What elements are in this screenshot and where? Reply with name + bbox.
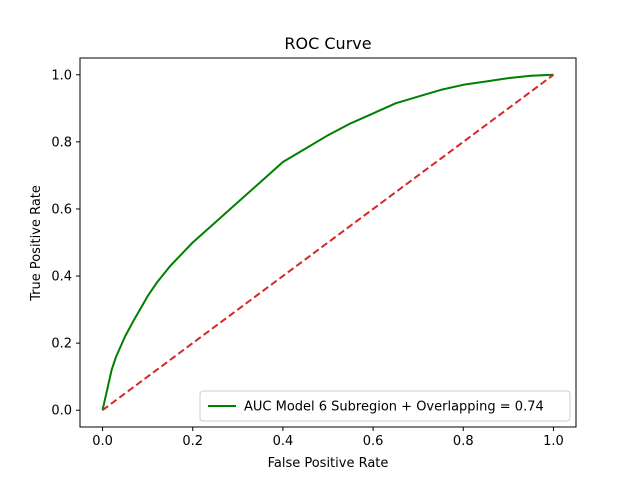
roc-curve-line <box>101 73 554 411</box>
x-tick-label: 0.6 <box>363 434 384 449</box>
y-tick-label: 0.6 <box>51 202 72 217</box>
x-axis-ticks: 0.0 0.2 0.4 0.6 0.8 1.0 <box>92 427 564 449</box>
x-tick-label: 1.0 <box>543 434 564 449</box>
y-tick-label: 0.4 <box>51 270 72 285</box>
y-axis-title: True Positive Rate <box>29 185 44 302</box>
plot-area <box>79 57 577 428</box>
x-tick-label: 0.2 <box>182 434 203 449</box>
y-axis-ticks: 0.0 0.2 0.4 0.6 0.8 1.0 <box>51 68 80 419</box>
x-tick-label: 0.4 <box>273 434 294 449</box>
chart-title: ROC Curve <box>284 34 371 53</box>
y-tick-label: 0.0 <box>51 404 72 419</box>
chance-diagonal-line <box>101 73 555 412</box>
x-tick-label: 0.8 <box>453 434 474 449</box>
legend-box <box>199 390 571 422</box>
y-tick-label: 1.0 <box>51 68 72 83</box>
x-tick-label: 0.0 <box>92 434 113 449</box>
legend-label: AUC Model 6 Subregion + Overlapping = 0.… <box>244 400 544 415</box>
axes-frame <box>79 57 577 428</box>
legend: AUC Model 6 Subregion + Overlapping = 0.… <box>199 390 571 422</box>
y-tick-label: 0.8 <box>51 135 72 150</box>
x-axis-title: False Positive Rate <box>268 456 389 471</box>
y-tick-label: 0.2 <box>51 337 72 352</box>
